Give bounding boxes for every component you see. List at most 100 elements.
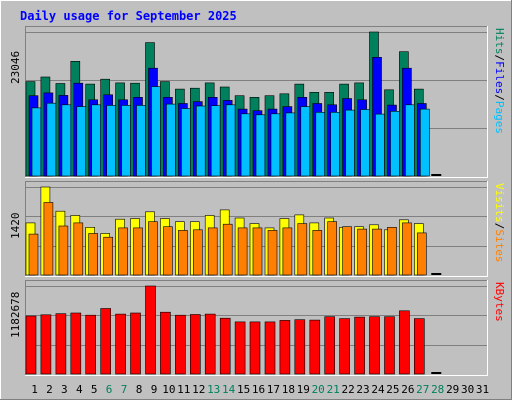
bar-sites-day-27 bbox=[416, 232, 427, 276]
panel-legend: Visits/Sites bbox=[493, 183, 506, 263]
bar-pages-day-11 bbox=[181, 108, 191, 177]
day-label-11: 11 bbox=[177, 383, 190, 396]
day-label-25: 25 bbox=[386, 383, 399, 396]
day-label-2: 2 bbox=[46, 383, 53, 396]
day-label-22: 22 bbox=[341, 383, 354, 396]
day-label-3: 3 bbox=[61, 383, 68, 396]
day-label-6: 6 bbox=[106, 383, 113, 396]
legend-item-kbytes: KBytes bbox=[493, 282, 506, 322]
day-label-18: 18 bbox=[282, 383, 295, 396]
day-label-14: 14 bbox=[222, 383, 236, 396]
day-label-20: 20 bbox=[312, 383, 325, 396]
bar-kbytes-day-8 bbox=[130, 312, 141, 375]
bar-kbytes-day-20 bbox=[309, 319, 321, 375]
bar-sites-day-9 bbox=[148, 221, 158, 276]
bar-kbytes-day-13 bbox=[204, 313, 216, 375]
y-max-label: 1420 bbox=[9, 213, 22, 240]
chart-title: Daily usage for September 2025 bbox=[20, 9, 237, 23]
bar-pages-day-14 bbox=[225, 104, 236, 177]
bar-sites-day-3 bbox=[58, 225, 69, 276]
bar-kbytes-day-2 bbox=[40, 314, 52, 375]
bar-kbytes-day-22 bbox=[339, 318, 350, 375]
day-label-19: 19 bbox=[297, 383, 310, 396]
bar-kbytes-day-1 bbox=[25, 315, 37, 375]
bar-sites-day-7 bbox=[118, 227, 128, 276]
bar-kbytes-day-11 bbox=[175, 314, 186, 375]
bar-sites-day-6 bbox=[103, 236, 113, 276]
bar-kbytes-day-19 bbox=[294, 319, 306, 375]
bar-kbytes-day-5 bbox=[85, 314, 96, 375]
bar-pages-day-15 bbox=[240, 113, 251, 177]
bar-sites-day-17 bbox=[267, 230, 278, 276]
bar-pages-day-19 bbox=[300, 106, 311, 177]
bar-pages-day-13 bbox=[210, 105, 221, 177]
day-label-21: 21 bbox=[327, 383, 340, 396]
day-label-8: 8 bbox=[136, 383, 143, 396]
bar-sites-day-11 bbox=[178, 230, 188, 276]
panels: 23046Hits/Files/Pages1420Visits/Sites118… bbox=[9, 26, 506, 376]
legend-item-files: Files bbox=[493, 61, 506, 94]
bar-pages-day-1 bbox=[31, 107, 42, 177]
bar-pages-day-21 bbox=[330, 112, 341, 177]
bar-sites-day-8 bbox=[133, 227, 143, 276]
bar-sites-day-5 bbox=[88, 233, 98, 276]
bar-sites-day-23 bbox=[357, 228, 367, 276]
legend-item-separator: / bbox=[493, 223, 506, 230]
day-label-13: 13 bbox=[207, 383, 220, 396]
bar-sites-day-12 bbox=[193, 229, 203, 276]
bar-kbytes-day-9 bbox=[145, 285, 156, 375]
bar-kbytes-day-17 bbox=[264, 321, 276, 375]
bar-pages-day-12 bbox=[196, 105, 206, 177]
bar-pages-day-5 bbox=[91, 104, 101, 177]
bar-kbytes-day-6 bbox=[100, 308, 111, 375]
panel-legend: KBytes bbox=[493, 282, 506, 322]
bar-sites-day-22 bbox=[342, 226, 352, 276]
bar-sites-day-26 bbox=[402, 222, 412, 276]
bar-kbytes-day-12 bbox=[190, 314, 201, 375]
bar-pages-day-10 bbox=[166, 103, 176, 177]
bar-kbytes-day-15 bbox=[234, 321, 246, 375]
bar-kbytes-day-18 bbox=[279, 320, 291, 375]
legend-item-hits: Hits bbox=[493, 28, 506, 55]
day-label-23: 23 bbox=[356, 383, 369, 396]
bar-kbytes-day-3 bbox=[55, 313, 67, 375]
bar-pages-day-27 bbox=[419, 108, 430, 177]
panel-kbytes: 1182678 KBytes bbox=[9, 280, 506, 376]
bar-pages-day-24 bbox=[375, 113, 385, 177]
bar-kbytes-day-25 bbox=[384, 316, 395, 375]
day-label-9: 9 bbox=[151, 383, 158, 396]
bar-pages-day-9 bbox=[151, 86, 161, 177]
day-label-30: 30 bbox=[461, 383, 474, 396]
bar-kbytes-day-7 bbox=[115, 313, 126, 375]
panel-legend: Hits/Files/Pages bbox=[493, 28, 506, 134]
day-label-7: 7 bbox=[121, 383, 128, 396]
day-label-5: 5 bbox=[91, 383, 98, 396]
bar-sites-day-4 bbox=[73, 222, 84, 276]
empty-day-marker bbox=[431, 372, 442, 374]
panel-visits-sites: 1420 Visits/Sites bbox=[9, 181, 506, 277]
legend-item-pages: Pages bbox=[493, 101, 506, 134]
bar-kbytes-day-26 bbox=[399, 310, 410, 375]
bar-pages-day-8 bbox=[136, 105, 146, 177]
day-label-31: 31 bbox=[476, 383, 489, 396]
bar-kbytes-day-16 bbox=[249, 321, 261, 375]
legend-item-separator: / bbox=[493, 55, 506, 62]
empty-day-marker bbox=[431, 273, 442, 275]
bar-sites-day-10 bbox=[163, 226, 173, 276]
bar-sites-day-16 bbox=[252, 227, 263, 276]
y-max-label: 23046 bbox=[9, 51, 22, 84]
bar-kbytes-day-14 bbox=[219, 317, 231, 375]
day-label-12: 12 bbox=[192, 383, 205, 396]
bar-pages-day-16 bbox=[255, 114, 266, 177]
day-label-16: 16 bbox=[252, 383, 265, 396]
day-label-1: 1 bbox=[31, 383, 38, 396]
bar-kbytes-day-23 bbox=[354, 316, 365, 375]
day-label-15: 15 bbox=[237, 383, 250, 396]
bar-pages-day-17 bbox=[270, 113, 281, 177]
day-label-17: 17 bbox=[267, 383, 280, 396]
bar-kbytes-day-24 bbox=[369, 316, 380, 375]
legend-item-visits: Visits bbox=[493, 183, 506, 223]
day-labels: 1 2 3 4 5 6 7 8 9 10 11 12 13 14 15 16 17 18 19 20 21 22 23 24 2… bbox=[31, 383, 489, 396]
y-max-label: 1182678 bbox=[9, 292, 22, 338]
bar-sites-day-21 bbox=[327, 221, 338, 276]
